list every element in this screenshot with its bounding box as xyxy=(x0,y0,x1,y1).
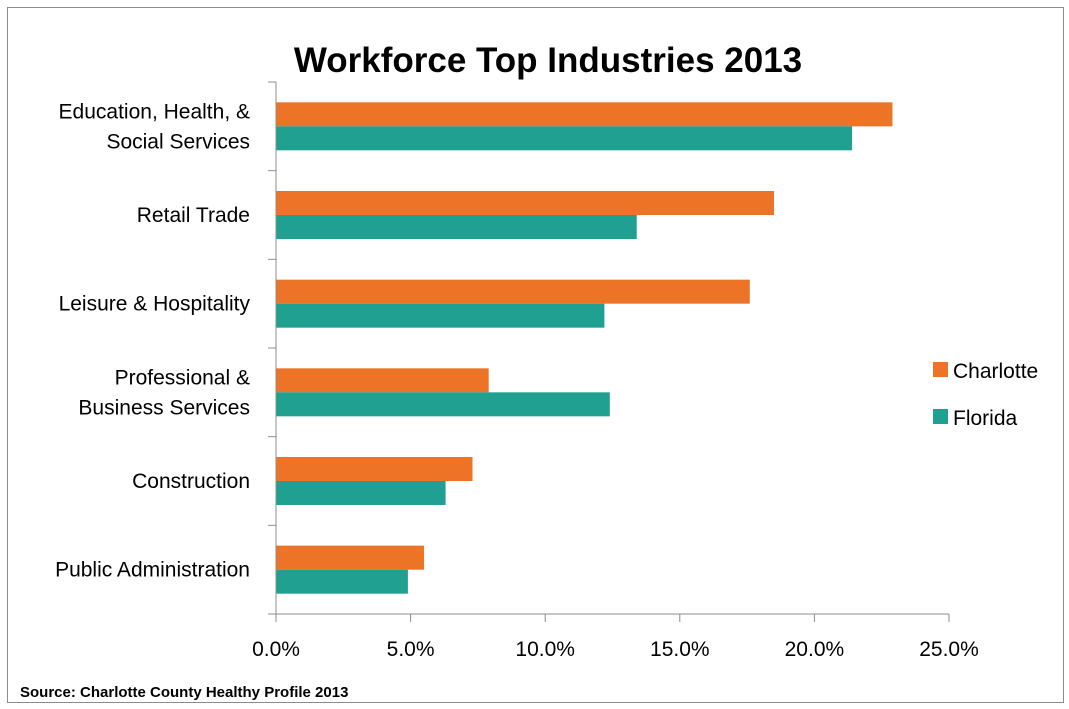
x-tick-label: 10.0% xyxy=(515,638,575,661)
source-note: Source: Charlotte County Healthy Profile… xyxy=(20,684,348,701)
legend-label-florida: Florida xyxy=(953,407,1018,430)
category-label: Professional & xyxy=(115,366,250,389)
x-tick-label: 0.0% xyxy=(252,638,300,661)
x-tick-label: 20.0% xyxy=(785,638,845,661)
bar-charlotte-2 xyxy=(276,279,750,304)
x-tick-labels: 0.0% 5.0% 10.0% 15.0% 20.0% 25.0% xyxy=(252,638,979,661)
x-tick-label: 25.0% xyxy=(919,638,979,661)
bar-charlotte-1 xyxy=(276,191,775,215)
legend-label-charlotte: Charlotte xyxy=(953,360,1038,383)
legend: Charlotte Florida xyxy=(933,360,1038,430)
bar-charlotte-5 xyxy=(276,545,425,570)
legend-swatch-florida xyxy=(933,409,948,424)
bar-charlotte-3 xyxy=(276,368,489,393)
axes-group xyxy=(268,81,950,622)
chart-title: Workforce Top Industries 2013 xyxy=(294,41,802,80)
category-labels: Education, Health, & Social Services Retai… xyxy=(55,100,250,581)
legend-swatch-charlotte xyxy=(933,362,948,377)
bar-florida-1 xyxy=(276,215,637,239)
x-tick-label: 5.0% xyxy=(387,638,435,661)
category-label: Social Services xyxy=(106,130,250,153)
bar-florida-0 xyxy=(276,126,853,151)
bar-charlotte-0 xyxy=(276,102,893,127)
bars-group xyxy=(276,102,893,594)
category-label: Retail Trade xyxy=(137,204,250,227)
category-label: Leisure & Hospitality xyxy=(59,293,251,316)
x-tick-label: 15.0% xyxy=(650,638,710,661)
bar-florida-5 xyxy=(276,569,408,594)
category-label: Education, Health, & xyxy=(59,100,250,123)
category-label: Public Administration xyxy=(55,559,250,582)
bar-charlotte-4 xyxy=(276,457,473,481)
bar-florida-4 xyxy=(276,481,446,505)
bar-florida-2 xyxy=(276,303,605,328)
bar-florida-3 xyxy=(276,392,610,417)
category-label: Construction xyxy=(132,470,250,493)
category-label: Business Services xyxy=(78,396,250,419)
